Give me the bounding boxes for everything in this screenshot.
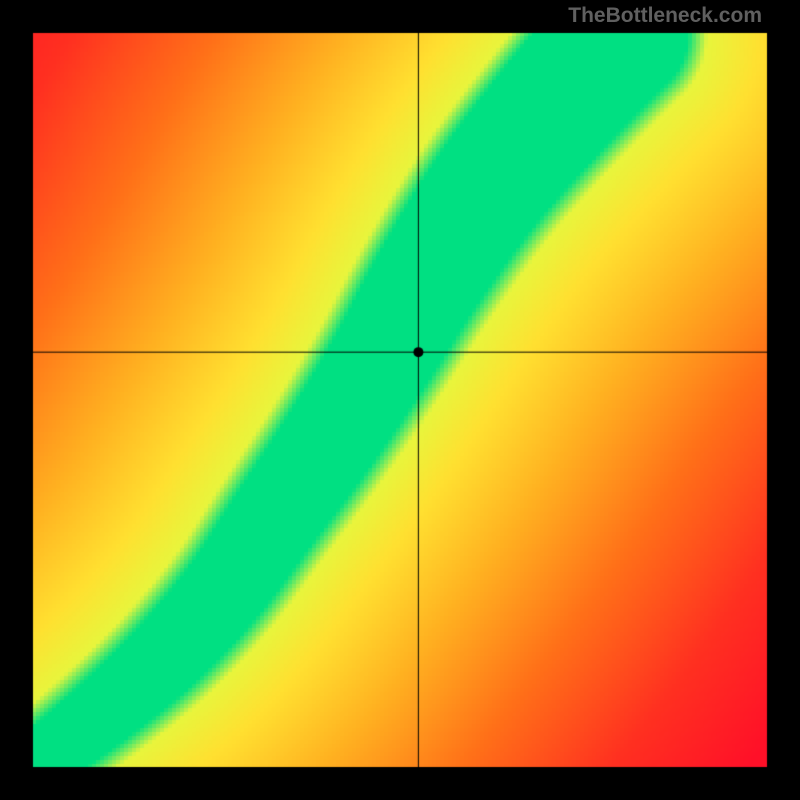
bottleneck-heatmap bbox=[0, 0, 800, 800]
chart-container: TheBottleneck.com bbox=[0, 0, 800, 800]
attribution-label: TheBottleneck.com bbox=[568, 4, 762, 28]
